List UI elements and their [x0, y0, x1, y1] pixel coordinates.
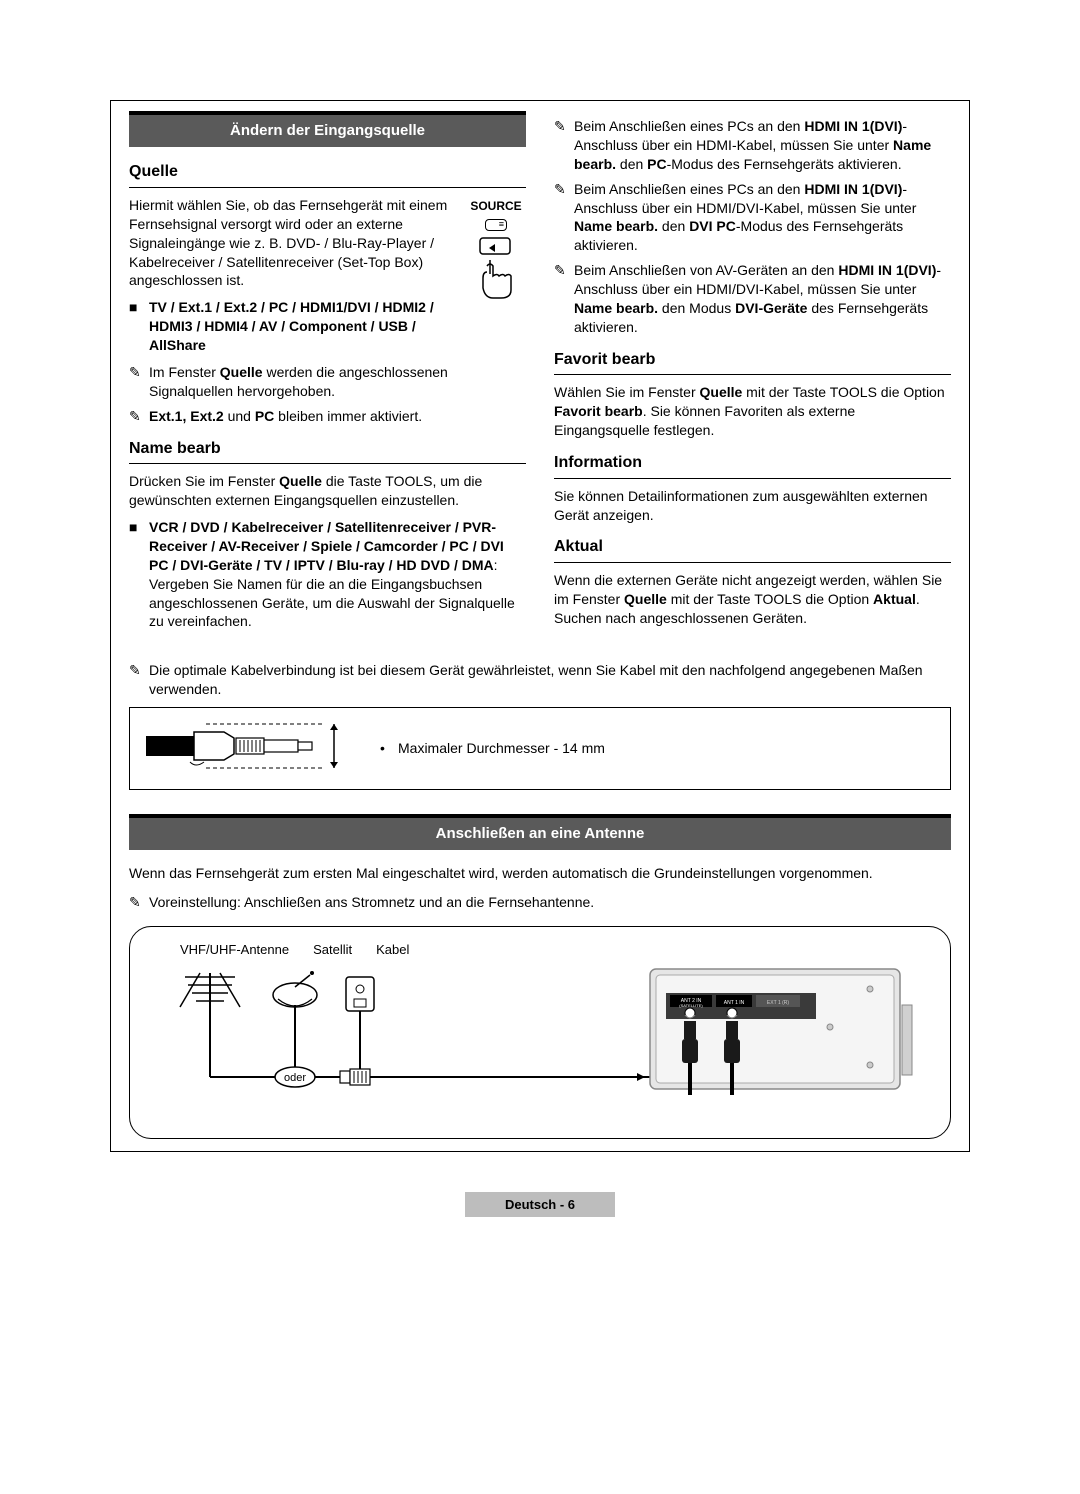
heading-quelle: Quelle	[129, 161, 526, 188]
page-number: Deutsch - 6	[465, 1192, 615, 1218]
note-icon: ✎	[554, 117, 574, 174]
note-icon: ✎	[129, 407, 149, 426]
source-button-icon	[485, 219, 507, 231]
label-satellit: Satellit	[313, 941, 352, 959]
information-text: Sie können Detailinformationen zum ausge…	[554, 487, 951, 525]
note-icon: ✎	[129, 893, 149, 912]
hdmi-note-2: ✎ Beim Anschließen eines PCs an den HDMI…	[554, 180, 951, 256]
favorit-text: Wählen Sie im Fenster Quelle mit der Tas…	[554, 383, 951, 440]
heading-name-bearb: Name bearb	[129, 438, 526, 465]
heading-information: Information	[554, 452, 951, 479]
oder-label: oder	[284, 1072, 306, 1084]
hdmi-note-1: ✎ Beim Anschließen eines PCs an den HDMI…	[554, 117, 951, 174]
hand-press-icon	[466, 236, 526, 302]
note-icon: ✎	[129, 363, 149, 401]
banner-antenna: Anschließen an eine Antenne	[129, 814, 951, 850]
quelle-note-2: ✎ Ext.1, Ext.2 und PC bleiben immer akti…	[129, 407, 526, 426]
banner-change-source: Ändern der Eingangsquelle	[129, 111, 526, 147]
quelle-source-list: ■ TV / Ext.1 / Ext.2 / PC / HDMI1/DVI / …	[129, 298, 460, 355]
cable-max-text: •Maximaler Durchmesser - 14 mm	[380, 739, 605, 758]
square-bullet-icon: ■	[129, 298, 149, 355]
square-bullet-icon: ■	[129, 518, 149, 631]
two-column-layout: Ändern der Eingangsquelle Quelle SOURCE …	[129, 111, 951, 639]
left-column: Ändern der Eingangsquelle Quelle SOURCE …	[129, 111, 526, 639]
right-column: ✎ Beim Anschließen eines PCs an den HDMI…	[554, 111, 951, 639]
cable-diagram-box: •Maximaler Durchmesser - 14 mm	[129, 707, 951, 790]
antenna-preset-note: ✎ Voreinstellung: Anschließen ans Stromn…	[129, 893, 951, 912]
source-list-text: TV / Ext.1 / Ext.2 / PC / HDMI1/DVI / HD…	[149, 299, 434, 353]
cable-note: ✎ Die optimale Kabelverbindung ist bei d…	[129, 661, 951, 699]
quelle-note-1: ✎ Im Fenster Quelle werden die angeschlo…	[129, 363, 526, 401]
svg-text:ANT 1 IN: ANT 1 IN	[724, 1000, 745, 1006]
label-kabel: Kabel	[376, 941, 409, 959]
source-label: SOURCE	[470, 199, 521, 213]
cable-note-text: Die optimale Kabelverbindung ist bei die…	[149, 661, 951, 699]
note-icon: ✎	[129, 661, 149, 699]
name-bearb-intro: Drücken Sie im Fenster Quelle die Taste …	[129, 472, 526, 510]
page-footer: Deutsch - 6	[110, 1192, 970, 1218]
svg-text:EXT 1 (R): EXT 1 (R)	[767, 1000, 789, 1006]
antenna-preset-text: Voreinstellung: Anschließen ans Stromnet…	[149, 893, 594, 912]
heading-aktual: Aktual	[554, 536, 951, 563]
name-bearb-devices: ■ VCR / DVD / Kabelreceiver / Satelliten…	[129, 518, 526, 631]
svg-text:(SATELLITE): (SATELLITE)	[679, 1003, 703, 1008]
antenna-diagram-icon: oder ANT 2 IN (SATELLITE) ANT 1 IN EXT 1…	[150, 965, 920, 1115]
antenna-diagram-box: VHF/UHF-Antenne Satellit Kabel	[129, 926, 951, 1138]
source-remote-icon: SOURCE	[466, 196, 526, 302]
antenna-intro: Wenn das Fernsehgerät zum ersten Mal ein…	[129, 864, 951, 883]
note-icon: ✎	[554, 180, 574, 256]
label-vhf-uhf: VHF/UHF-Antenne	[180, 941, 289, 959]
note-icon: ✎	[554, 261, 574, 337]
cable-diameter-icon	[146, 718, 356, 779]
hdmi-note-3: ✎ Beim Anschließen von AV-Geräten an den…	[554, 261, 951, 337]
aktual-text: Wenn die externen Geräte nicht angezeigt…	[554, 571, 951, 628]
antenna-labels: VHF/UHF-Antenne Satellit Kabel	[180, 941, 930, 959]
heading-favorit: Favorit bearb	[554, 349, 951, 376]
page-frame: Ändern der Eingangsquelle Quelle SOURCE …	[110, 100, 970, 1152]
